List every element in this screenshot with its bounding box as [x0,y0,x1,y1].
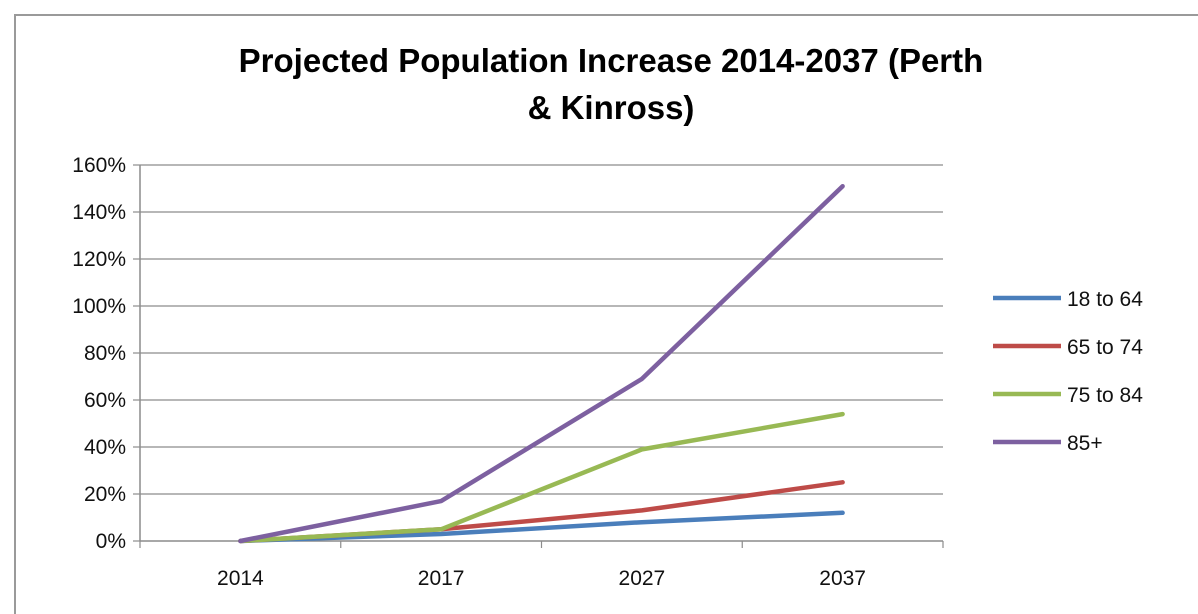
y-axis-tick-label: 100% [72,295,126,318]
x-axis-tick-labels: 2014 2017 2027 2037 [217,567,866,590]
chart-title-line-1: Projected Population Increase 2014-2037 … [239,42,984,79]
chart-title-line-2: & Kinross) [528,89,695,126]
y-axis-tick-label: 160% [72,154,126,177]
series-lines [240,186,842,541]
x-axis-tick-label: 2014 [217,567,264,590]
legend-label: 65 to 74 [1067,336,1143,359]
legend-label: 75 to 84 [1067,384,1143,407]
legend-item: 18 to 64 [993,288,1143,311]
y-axis-tick-label: 120% [72,248,126,271]
chart-title: Projected Population Increase 2014-2037 … [239,42,984,126]
legend-label: 85+ [1067,432,1103,455]
legend-item: 85+ [993,432,1103,455]
y-axis-tick-label: 140% [72,201,126,224]
legend: 18 to 64 65 to 74 75 to 84 85+ [993,288,1143,455]
y-axis-tick-label: 60% [84,389,126,412]
x-axis-tick-label: 2027 [619,567,666,590]
x-axis-tick-label: 2037 [819,567,866,590]
y-axis-tick-label: 80% [84,342,126,365]
x-axis-tick-label: 2017 [418,567,465,590]
y-axis-tick-label: 0% [96,530,126,553]
y-axis-tick-labels: 0% 20% 40% 60% 80% 100% 120% 140% 160% [72,154,126,553]
legend-label: 18 to 64 [1067,288,1143,311]
y-axis-tick-label: 20% [84,483,126,506]
gridlines [140,165,943,494]
legend-item: 75 to 84 [993,384,1143,407]
y-axis-tick-label: 40% [84,436,126,459]
legend-item: 65 to 74 [993,336,1143,359]
